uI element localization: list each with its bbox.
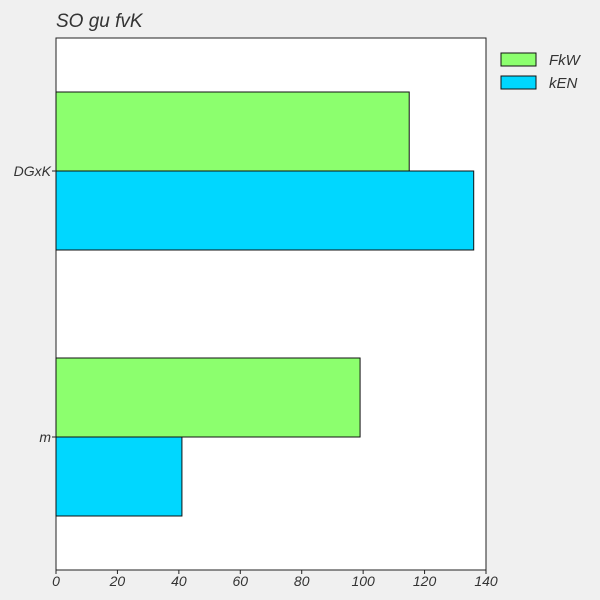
x-tick-label: 140 bbox=[474, 573, 498, 589]
x-tick-label: 40 bbox=[171, 573, 187, 589]
y-tick-label: m bbox=[39, 429, 51, 445]
x-tick-label: 100 bbox=[351, 573, 375, 589]
legend-label-FkW[interactable]: FkW bbox=[549, 52, 582, 69]
x-axis: 0 20 40 60 80 100 120 140 bbox=[52, 570, 498, 589]
chart-title: SO gu fvK bbox=[56, 11, 144, 32]
x-tick-label: 80 bbox=[294, 573, 310, 589]
legend-swatch-kEN[interactable] bbox=[501, 76, 536, 89]
y-axis: DGxK m bbox=[14, 163, 56, 445]
bar-FkW-DGxK bbox=[56, 92, 409, 171]
legend[interactable]: FkW kEN bbox=[501, 52, 582, 92]
x-tick-label: 0 bbox=[52, 573, 60, 589]
y-tick-label: DGxK bbox=[14, 163, 52, 179]
bar-kEN-DGxK bbox=[56, 171, 474, 250]
x-tick-label: 60 bbox=[232, 573, 248, 589]
x-tick-label: 120 bbox=[413, 573, 437, 589]
legend-swatch-FkW[interactable] bbox=[501, 53, 536, 66]
bar-kEN-m bbox=[56, 437, 182, 516]
bar-FkW-m bbox=[56, 358, 360, 437]
legend-label-kEN[interactable]: kEN bbox=[549, 75, 578, 92]
x-tick-label: 20 bbox=[109, 573, 126, 589]
